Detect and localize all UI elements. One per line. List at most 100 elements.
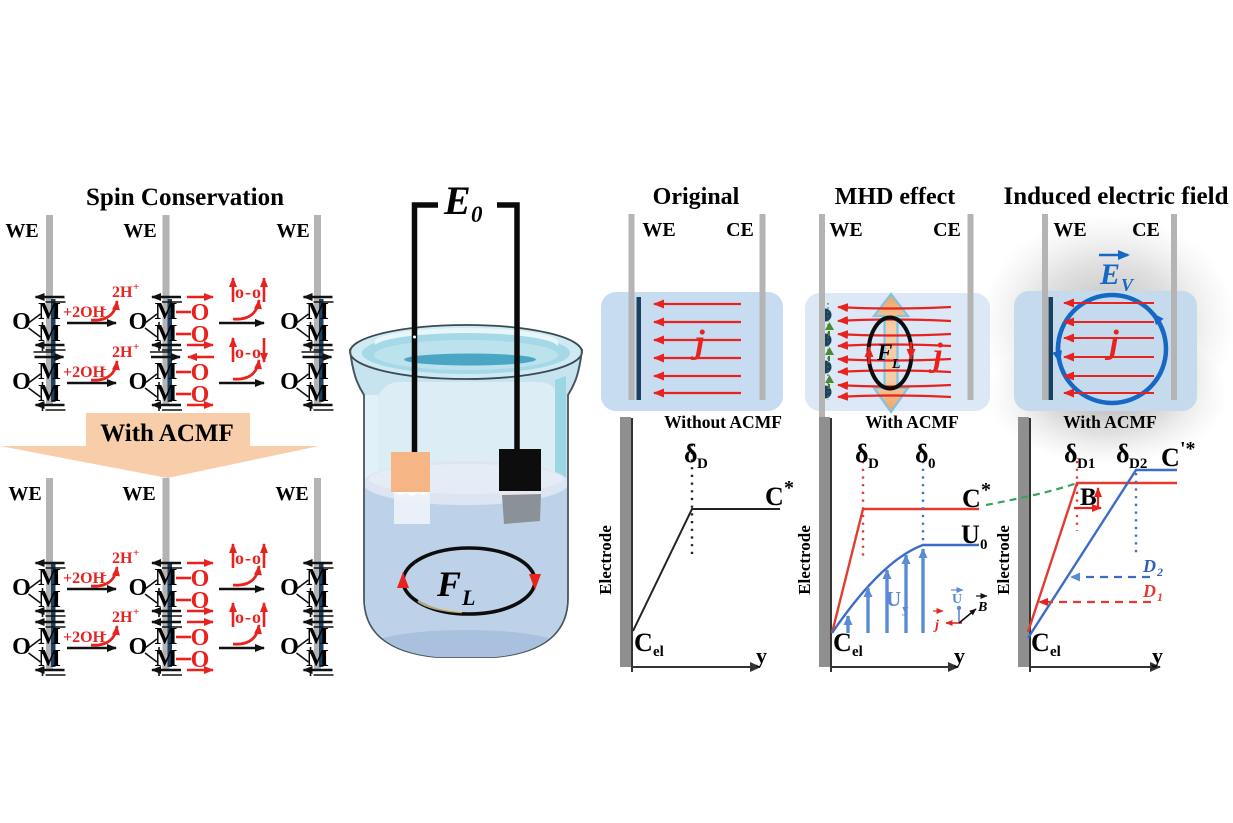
- svg-text:el: el: [1050, 644, 1061, 660]
- svg-text:M: M: [306, 565, 329, 591]
- svg-text:D2: D2: [1129, 456, 1147, 472]
- svg-text:+2OH: +2OH: [63, 364, 106, 381]
- svg-text:M: M: [306, 646, 329, 672]
- svg-text:O: O: [12, 309, 31, 335]
- svg-text:M: M: [38, 381, 61, 407]
- svg-text:M: M: [306, 381, 329, 407]
- svg-text:δ: δ: [1064, 439, 1078, 468]
- svg-text:2H: 2H: [112, 284, 133, 301]
- svg-text:WE: WE: [829, 219, 862, 241]
- svg-text:MHD effect: MHD effect: [835, 184, 956, 210]
- svg-text:+2OH: +2OH: [63, 304, 106, 321]
- svg-text:O: O: [129, 369, 148, 395]
- svg-text:j: j: [933, 618, 939, 633]
- svg-text:D1: D1: [1077, 456, 1095, 472]
- svg-text:U: U: [886, 587, 901, 611]
- svg-text:O: O: [280, 575, 299, 601]
- svg-text:M: M: [155, 565, 178, 591]
- svg-text:C: C: [634, 628, 653, 657]
- svg-text:D: D: [868, 456, 879, 472]
- svg-text:Electrode: Electrode: [795, 525, 814, 595]
- svg-text:With ACMF: With ACMF: [100, 420, 234, 447]
- svg-text:el: el: [852, 644, 863, 660]
- svg-text:M: M: [306, 587, 329, 613]
- svg-text:WE: WE: [642, 219, 675, 241]
- svg-text:O: O: [129, 634, 148, 660]
- svg-text:M: M: [38, 321, 61, 347]
- svg-text:-: -: [103, 569, 107, 581]
- svg-text:With ACMF: With ACMF: [865, 412, 959, 432]
- svg-text:+: +: [133, 606, 139, 618]
- svg-text:Spin Conservation: Spin Conservation: [86, 184, 284, 211]
- svg-text:δ: δ: [855, 439, 869, 468]
- svg-text:*: *: [784, 477, 794, 499]
- svg-text:M: M: [38, 359, 61, 385]
- svg-text:o-o: o-o: [235, 548, 261, 568]
- svg-text:+: +: [133, 547, 139, 559]
- svg-text:C: C: [765, 482, 784, 511]
- svg-text:M: M: [155, 646, 178, 672]
- svg-text:M: M: [306, 359, 329, 385]
- svg-text:M: M: [306, 624, 329, 650]
- svg-text:O: O: [12, 634, 31, 660]
- svg-text:+: +: [133, 341, 139, 353]
- svg-text:-: -: [103, 303, 107, 315]
- svg-text:+2OH: +2OH: [63, 629, 106, 646]
- svg-text:M: M: [155, 587, 178, 613]
- svg-text:y: y: [954, 643, 965, 668]
- svg-text:M: M: [155, 624, 178, 650]
- svg-text:Electrode: Electrode: [596, 525, 615, 595]
- svg-text:L: L: [461, 585, 475, 610]
- svg-text:M: M: [38, 299, 61, 325]
- svg-text:E: E: [443, 178, 471, 223]
- svg-text:O: O: [12, 369, 31, 395]
- svg-text:With ACMF: With ACMF: [1063, 412, 1157, 432]
- svg-text:o-o: o-o: [235, 282, 261, 302]
- svg-text:M: M: [38, 565, 61, 591]
- svg-text:U: U: [952, 592, 962, 607]
- svg-text:0: 0: [928, 456, 936, 472]
- svg-text:M: M: [306, 299, 329, 325]
- svg-text:O: O: [191, 625, 210, 651]
- svg-text:O: O: [280, 369, 299, 395]
- svg-text:M: M: [38, 646, 61, 672]
- svg-text:O: O: [129, 575, 148, 601]
- svg-text:D: D: [697, 456, 708, 472]
- svg-text:WE: WE: [275, 483, 308, 505]
- svg-text:O: O: [12, 575, 31, 601]
- svg-text:2: 2: [1156, 565, 1163, 579]
- svg-text:C: C: [1031, 628, 1050, 657]
- svg-text:2H: 2H: [112, 344, 133, 361]
- svg-text:WE: WE: [8, 483, 41, 505]
- svg-text:δ: δ: [1116, 439, 1130, 468]
- svg-text:C: C: [1161, 443, 1180, 472]
- svg-text:CE: CE: [726, 219, 754, 241]
- svg-text:M: M: [155, 321, 178, 347]
- svg-text:+2OH: +2OH: [63, 570, 106, 587]
- svg-text:O: O: [280, 634, 299, 660]
- svg-text:D: D: [1142, 556, 1156, 576]
- svg-text:CE: CE: [1132, 219, 1160, 241]
- svg-text:M: M: [38, 587, 61, 613]
- svg-text:L: L: [891, 357, 901, 372]
- svg-text:O: O: [129, 309, 148, 335]
- svg-text:O: O: [191, 360, 210, 386]
- svg-text:WE: WE: [1053, 219, 1086, 241]
- svg-text:U: U: [961, 520, 980, 549]
- svg-text:2H: 2H: [112, 609, 133, 626]
- svg-text:δ: δ: [915, 439, 929, 468]
- svg-text:M: M: [155, 299, 178, 325]
- svg-text:el: el: [653, 644, 664, 660]
- svg-text:δ: δ: [684, 439, 698, 468]
- svg-text:+: +: [133, 281, 139, 293]
- svg-text:Induced electric field: Induced electric field: [1004, 183, 1229, 210]
- svg-text:o-o: o-o: [235, 607, 261, 627]
- svg-text:Without ACMF: Without ACMF: [664, 412, 782, 432]
- svg-text:-: -: [103, 628, 107, 640]
- svg-text:E: E: [1099, 258, 1120, 291]
- svg-text:1: 1: [1157, 590, 1163, 604]
- svg-text:o-o: o-o: [235, 342, 261, 362]
- svg-text:y: y: [902, 601, 909, 616]
- svg-text:M: M: [155, 359, 178, 385]
- svg-text:C: C: [962, 484, 981, 513]
